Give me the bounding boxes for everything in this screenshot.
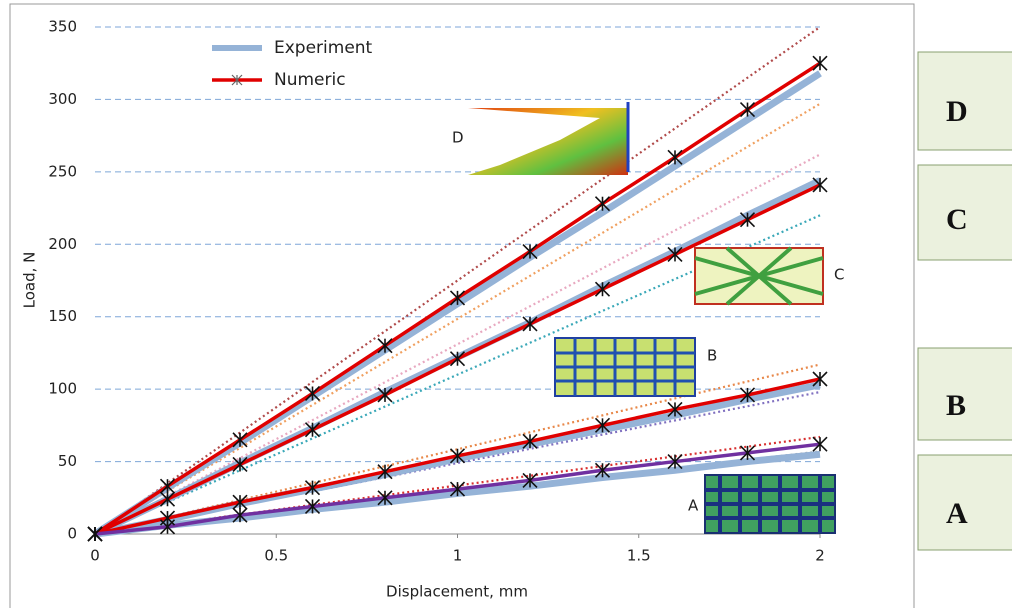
y-tick-label: 250: [48, 162, 77, 180]
inset-label: A: [688, 497, 699, 515]
x-tick-label: 1: [453, 547, 463, 565]
inset-label: D: [452, 129, 464, 147]
page: D C B A 0 50 100 150 200 250 300 350 0 0.5 1 1.5 2 Ex…: [0, 0, 1012, 608]
y-tick-label: 0: [67, 525, 77, 543]
y-tick-label: 150: [48, 307, 77, 325]
x-tick-label: 0: [90, 547, 100, 565]
side-label: C: [946, 203, 968, 236]
x-tick-label: 0.5: [264, 547, 288, 565]
x-tick-label: 2: [815, 547, 825, 565]
inset-label: C: [834, 266, 844, 284]
y-axis-title: Load, N: [21, 252, 39, 309]
y-tick-label: 50: [58, 452, 77, 470]
x-tick-label: 1.5: [627, 547, 651, 565]
y-tick-label: 200: [48, 235, 77, 253]
y-tick-label: 300: [48, 90, 77, 108]
inset-a: A: [688, 475, 835, 533]
side-boxes: D C B A: [918, 52, 1012, 550]
inset-c: C: [695, 248, 844, 304]
inset-b: B: [555, 338, 717, 396]
side-label: D: [946, 95, 968, 128]
y-tick-label: 100: [48, 380, 77, 398]
side-label: B: [946, 389, 966, 422]
inset-label: B: [707, 347, 717, 365]
x-axis-title: Displacement, mm: [386, 583, 528, 601]
legend-label: Numeric: [274, 70, 346, 90]
side-label: A: [946, 497, 968, 530]
legend-label: Experiment: [274, 38, 373, 58]
y-tick-label: 350: [48, 18, 77, 36]
